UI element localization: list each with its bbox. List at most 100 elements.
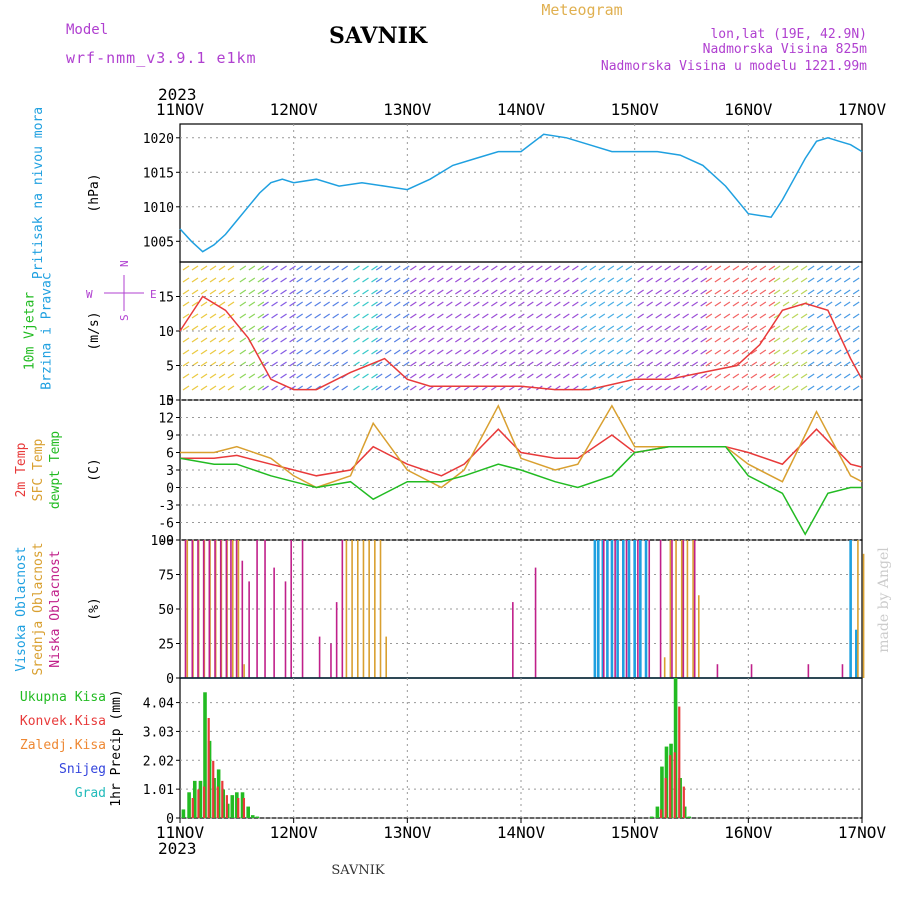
wind-arrow [705, 325, 713, 331]
wind-arrow [182, 349, 190, 355]
wind-arrow [714, 373, 722, 379]
wind-arrow [305, 301, 312, 307]
wind-arrow [296, 289, 303, 295]
wind-arrow [227, 265, 235, 271]
wind-arrow [296, 337, 303, 343]
wind-arrow [700, 385, 707, 391]
wind-arrow [289, 289, 296, 295]
wind-arrow [332, 385, 339, 391]
wind-arrow [384, 325, 392, 331]
wind-arrow [393, 337, 401, 343]
wind-arrow [419, 289, 426, 295]
legend-label: Konvek.Kisa [20, 714, 106, 729]
wind-arrow [782, 325, 790, 331]
wind-arrow [500, 337, 507, 343]
wind-arrow [271, 277, 278, 283]
wind-arrow [393, 325, 401, 331]
wind-arrow [572, 289, 579, 295]
wind-arrow [664, 265, 671, 271]
wind-arrow [682, 301, 689, 307]
wind-arrow [437, 337, 444, 343]
wind-arrow [305, 265, 312, 271]
wind-arrow [323, 265, 330, 271]
wind-arrow [262, 337, 269, 343]
wind-arrow [375, 349, 383, 355]
wind-arrow [509, 265, 516, 271]
wind-arrow [191, 289, 199, 295]
wind-arrow [482, 373, 489, 379]
wind-arrow [673, 301, 680, 307]
wind-arrow [800, 373, 808, 379]
wind-arrow [714, 301, 722, 307]
wind-arrow [446, 325, 453, 331]
wind-arrow [807, 325, 815, 331]
wind-arrow [402, 313, 410, 319]
wind-arrow [271, 373, 278, 379]
wind-arrow [402, 361, 410, 367]
wind-arrow [239, 265, 247, 271]
y-unit-label: 1hr Precip (mm) [109, 689, 124, 806]
wind-arrow [536, 277, 543, 283]
wind-arrow [446, 277, 453, 283]
wind-arrow [655, 361, 662, 367]
wind-arrow [782, 265, 790, 271]
wind-arrow [289, 277, 296, 283]
wind-arrow [455, 313, 462, 319]
wind-arrow [843, 265, 851, 271]
wind-arrow [527, 349, 534, 355]
wind-arrow [791, 325, 799, 331]
wind-arrow [741, 325, 749, 331]
wind-arrow [437, 349, 444, 355]
wind-arrow [589, 301, 597, 307]
elevation-label: Nadmorska Visina 825m [703, 42, 868, 57]
wind-arrow [750, 301, 758, 307]
wind-arrow [473, 337, 480, 343]
wind-arrow [362, 361, 369, 367]
wind-arrow [191, 349, 199, 355]
wind-arrow [741, 313, 749, 319]
wind-arrow [314, 277, 321, 283]
wind-arrow [191, 265, 199, 271]
y-tick-label: -6 [158, 517, 174, 532]
wind-arrow [705, 289, 713, 295]
wind-arrow [554, 313, 561, 319]
wind-arrow [598, 301, 606, 307]
wind-arrow [446, 373, 453, 379]
wind-arrow [834, 265, 842, 271]
wind-arrow [852, 301, 860, 307]
wind-arrow [314, 265, 321, 271]
wind-arrow [257, 373, 265, 379]
y-tick-label: 50 [158, 603, 174, 618]
wind-arrow [691, 373, 698, 379]
wind-arrow [759, 301, 767, 307]
wind-arrow [816, 373, 824, 379]
wind-arrow [271, 337, 278, 343]
precip-bar [660, 766, 664, 818]
precip-bar [246, 806, 250, 818]
wind-arrow [782, 349, 790, 355]
wind-arrow [714, 325, 722, 331]
wind-arrow [791, 337, 799, 343]
wind-arrow [807, 337, 815, 343]
wind-arrow [732, 337, 740, 343]
wind-arrow [750, 337, 758, 343]
wind-arrow [816, 337, 824, 343]
precip-bar [203, 786, 206, 818]
wind-arrow [455, 325, 462, 331]
wind-arrow [768, 373, 776, 379]
wind-arrow [341, 277, 348, 283]
wind-arrow [598, 361, 606, 367]
wind-arrow [455, 373, 462, 379]
wind-arrow [314, 301, 321, 307]
wind-arrow [834, 313, 842, 319]
wind-arrow [509, 289, 516, 295]
wind-arrow [289, 313, 296, 319]
wind-arrow [580, 361, 588, 367]
wind-arrow [572, 337, 579, 343]
wind-arrow [289, 325, 296, 331]
wind-arrow [816, 349, 824, 355]
y-tick-label: 100 [151, 534, 174, 549]
wind-arrow [257, 301, 265, 307]
precip-bar [673, 678, 678, 818]
wind-arrow [750, 265, 758, 271]
